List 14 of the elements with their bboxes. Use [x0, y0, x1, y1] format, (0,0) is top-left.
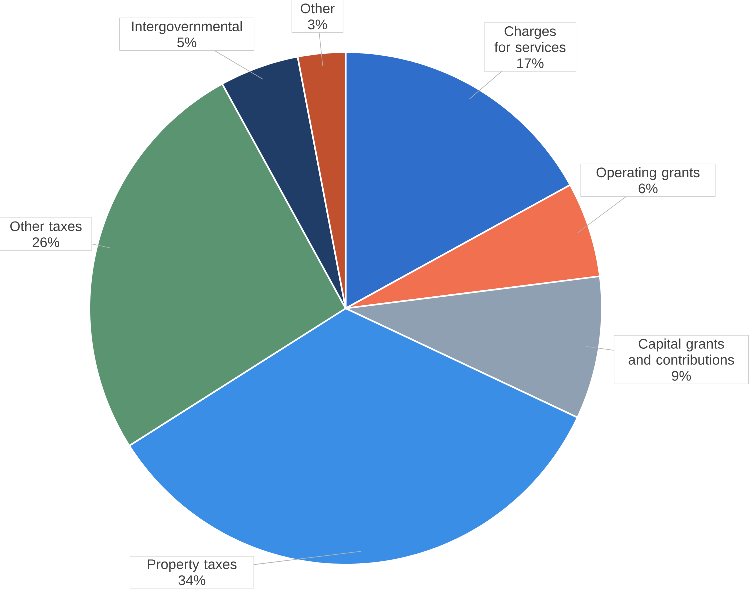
slice-label: Other taxes — [10, 221, 82, 232]
data-label: 3% — [308, 20, 328, 30]
data-label: 5% — [178, 38, 197, 48]
slice-label: Intergovernmental — [132, 21, 242, 34]
slice-label: Capital grants and contributions — [628, 338, 734, 366]
slice-label: Operating grants — [596, 167, 700, 180]
data-label: 17% — [518, 58, 544, 68]
data-label: 6% — [638, 184, 658, 194]
data-label: 34% — [178, 576, 206, 586]
slice-label: Charges for services — [494, 26, 566, 52]
data-label: 9% — [672, 371, 692, 382]
data-label: 26% — [32, 238, 60, 248]
slice-label: Property taxes — [148, 560, 237, 572]
slice-label: Other — [301, 4, 335, 14]
